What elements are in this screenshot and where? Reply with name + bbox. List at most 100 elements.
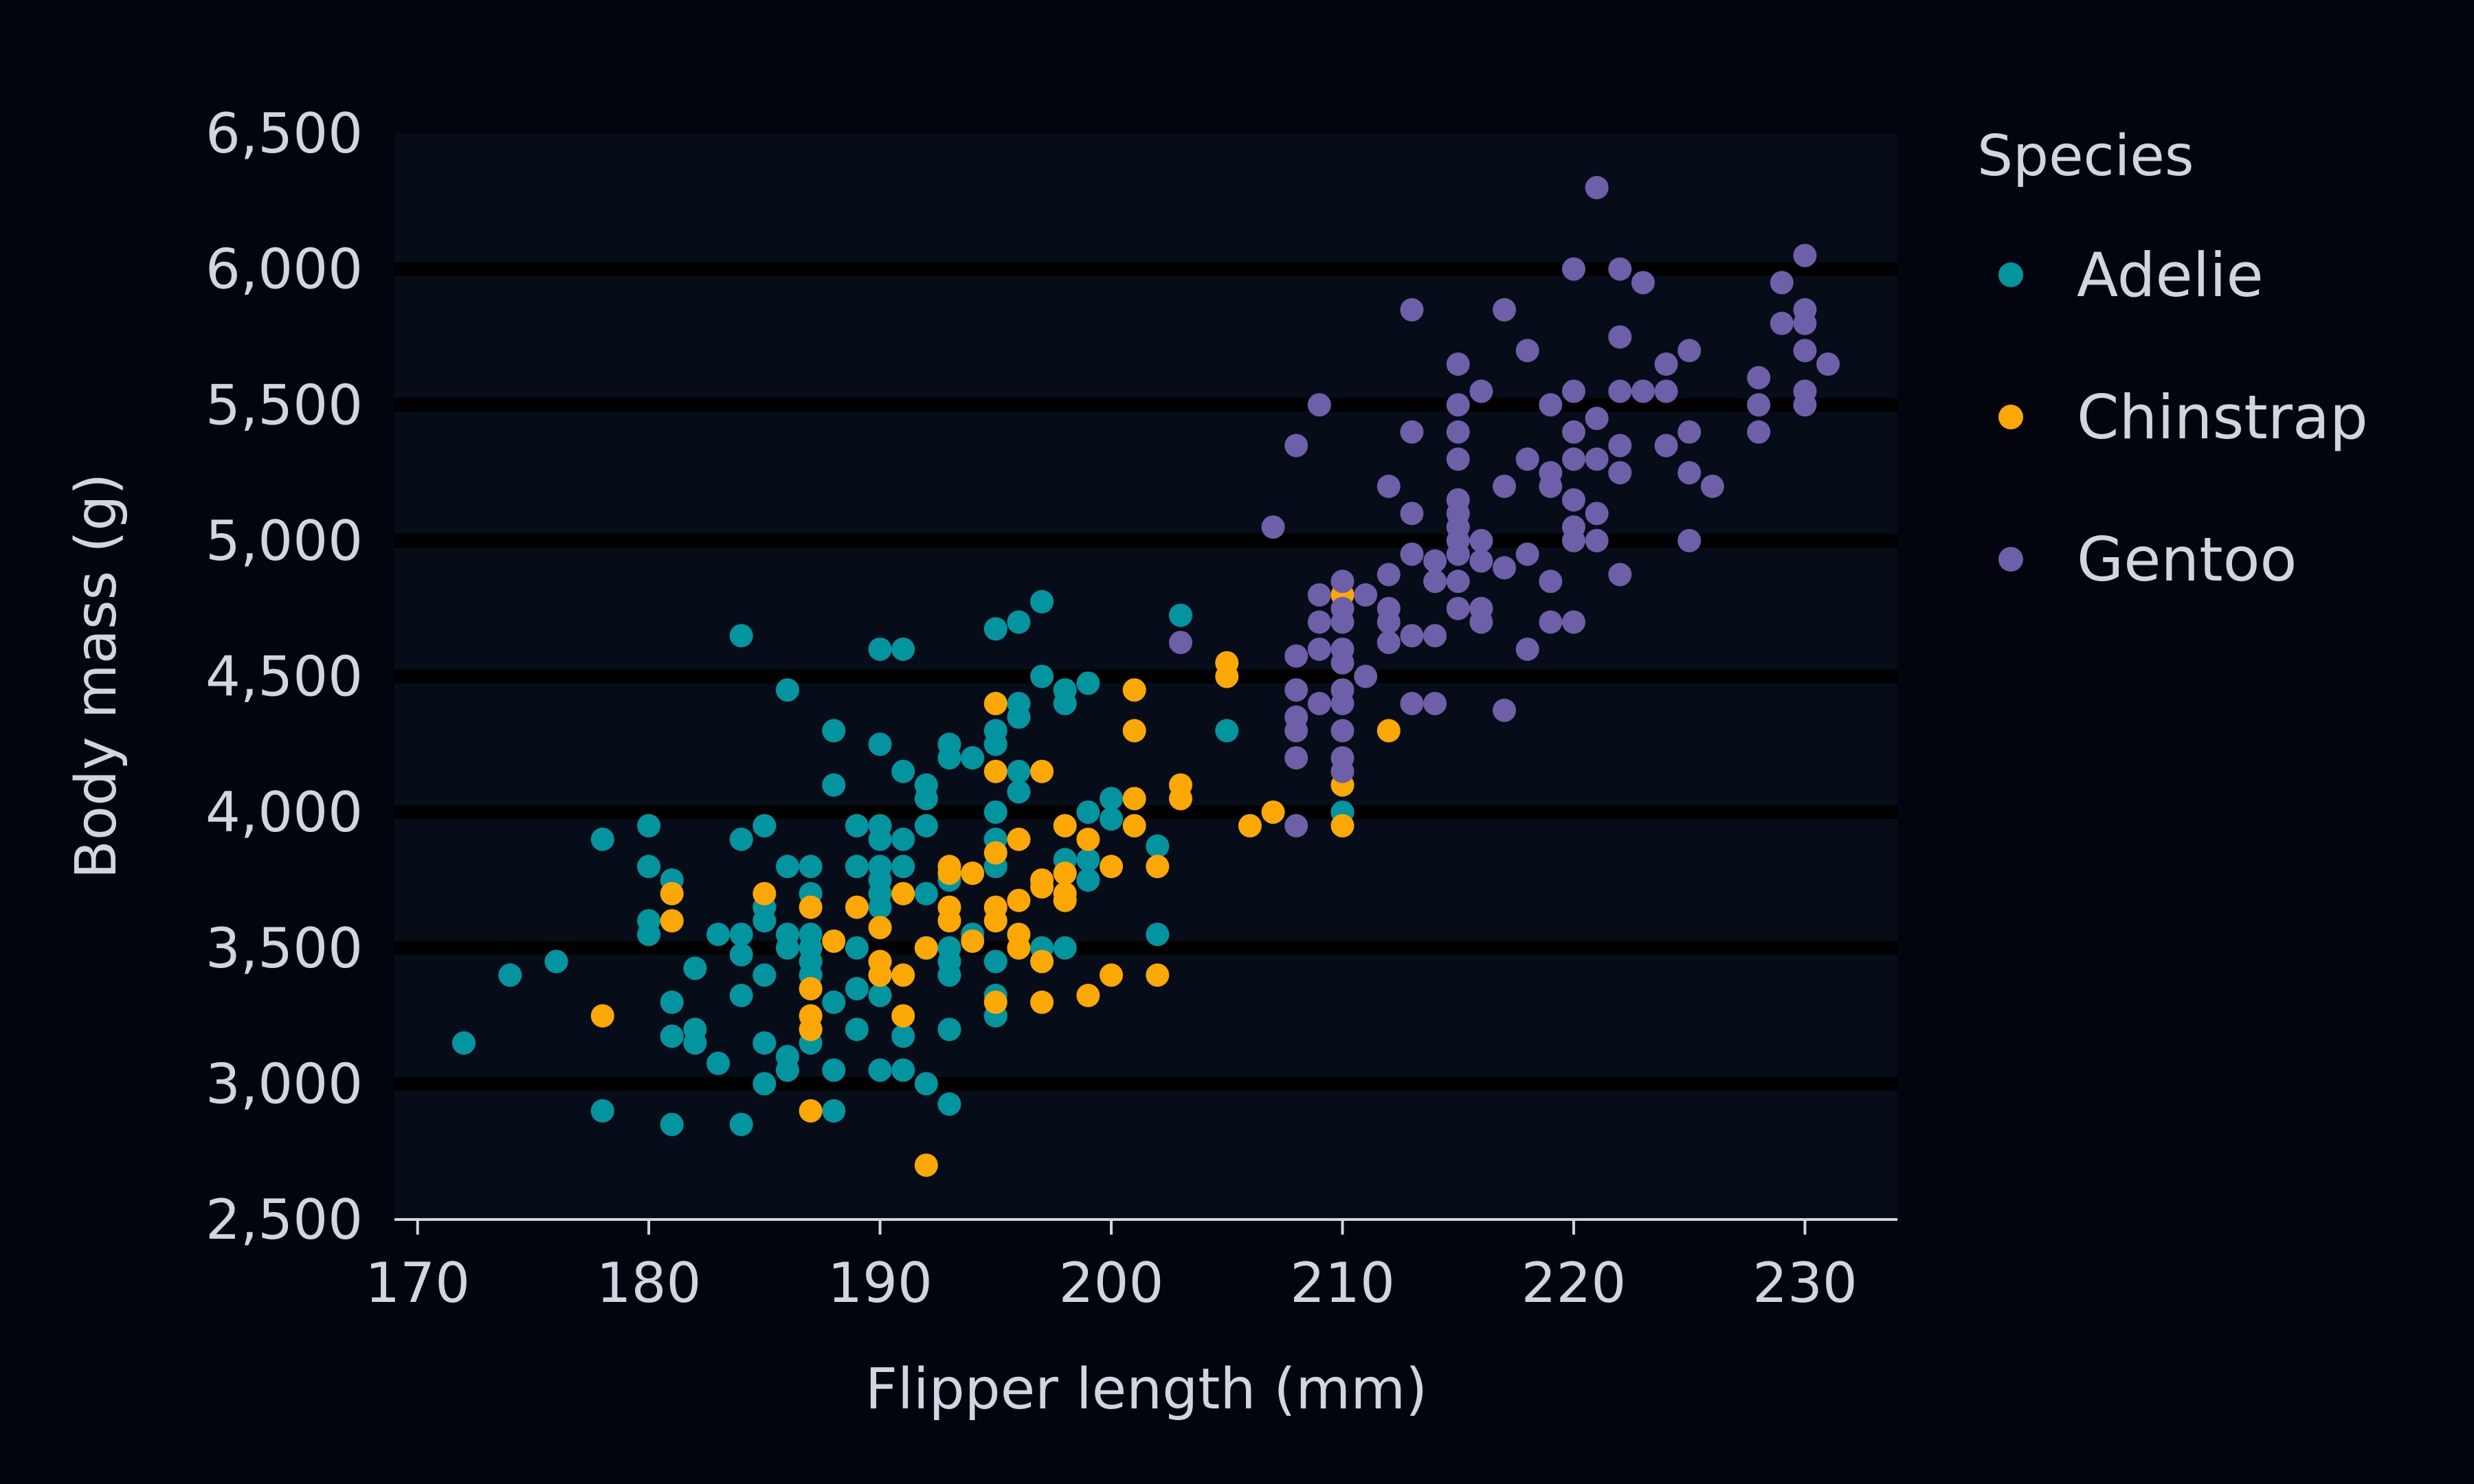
- data-point: [1354, 583, 1378, 607]
- data-point: [753, 909, 777, 933]
- data-point: [1377, 631, 1401, 655]
- data-point: [937, 746, 961, 770]
- data-point: [1330, 759, 1355, 783]
- data-point: [637, 922, 661, 946]
- y-tick-label: 5,500: [205, 373, 363, 437]
- data-point: [1585, 176, 1609, 200]
- data-point: [1030, 664, 1054, 688]
- data-point: [1515, 637, 1539, 661]
- data-point: [868, 637, 892, 661]
- data-point: [891, 1058, 915, 1082]
- data-point: [1007, 759, 1031, 783]
- data-point: [1446, 352, 1470, 376]
- data-point: [1515, 339, 1539, 363]
- data-point: [799, 895, 823, 919]
- data-point: [845, 895, 869, 919]
- data-point: [1030, 875, 1054, 899]
- data-point: [1770, 311, 1794, 335]
- data-point: [1654, 434, 1678, 458]
- data-point: [544, 949, 568, 974]
- data-point: [961, 746, 985, 770]
- data-point: [1377, 563, 1401, 587]
- data-point: [937, 909, 961, 933]
- data-point: [1446, 447, 1470, 471]
- data-point: [1678, 528, 1702, 552]
- data-point: [729, 1112, 753, 1136]
- data-point: [660, 1112, 684, 1136]
- data-point: [1122, 813, 1146, 837]
- data-point: [983, 800, 1007, 824]
- data-point: [590, 1004, 614, 1028]
- data-point: [1678, 461, 1702, 485]
- data-point: [753, 1031, 777, 1055]
- data-point: [891, 963, 915, 987]
- data-point: [1007, 888, 1031, 912]
- data-point: [729, 624, 753, 648]
- data-point: [1030, 589, 1054, 614]
- data-point: [1330, 651, 1355, 675]
- data-point: [1330, 610, 1355, 634]
- data-point: [914, 881, 938, 906]
- data-point: [1747, 420, 1771, 444]
- data-point: [961, 862, 985, 886]
- data-point: [1307, 583, 1331, 607]
- data-point: [1793, 243, 1817, 267]
- data-point: [1307, 610, 1331, 634]
- y-tick-label: 6,000: [205, 238, 363, 302]
- data-point: [775, 1058, 799, 1082]
- data-point: [1307, 393, 1331, 417]
- data-point: [983, 909, 1007, 933]
- data-point: [1100, 787, 1124, 811]
- data-point: [891, 855, 915, 879]
- data-point: [914, 936, 938, 960]
- data-point: [799, 855, 823, 879]
- data-point: [1608, 257, 1632, 281]
- series-adelie: [452, 589, 1355, 1136]
- data-point: [1284, 644, 1308, 668]
- data-point: [1400, 624, 1424, 648]
- data-points: [452, 176, 1840, 1177]
- data-point: [452, 1031, 476, 1055]
- data-point: [1631, 271, 1655, 295]
- data-point: [1608, 563, 1632, 587]
- data-point: [1053, 862, 1077, 886]
- data-point: [1261, 515, 1285, 539]
- data-point: [590, 1099, 614, 1123]
- data-point: [1423, 692, 1447, 716]
- x-tick-label: 180: [597, 1251, 702, 1315]
- data-point: [937, 862, 961, 886]
- data-point: [983, 949, 1007, 974]
- data-point: [1030, 759, 1054, 783]
- data-point: [1122, 719, 1146, 743]
- y-tick-label: 6,500: [205, 102, 363, 166]
- data-point: [1423, 624, 1447, 648]
- data-point: [822, 719, 846, 743]
- data-point: [1238, 813, 1262, 837]
- data-point: [1515, 542, 1539, 566]
- x-tick-label: 200: [1059, 1251, 1164, 1315]
- data-point: [1261, 800, 1285, 824]
- data-point: [1539, 474, 1563, 498]
- legend-marker: [1998, 262, 2023, 287]
- series-chinstrap: [590, 583, 1401, 1177]
- data-point: [1608, 434, 1632, 458]
- data-point: [1469, 549, 1493, 573]
- data-point: [1030, 990, 1054, 1014]
- data-point: [937, 1092, 961, 1116]
- data-point: [1146, 855, 1170, 879]
- data-point: [1423, 570, 1447, 594]
- data-point: [1076, 868, 1100, 892]
- data-point: [1007, 705, 1031, 729]
- data-point: [1469, 379, 1493, 403]
- data-point: [1539, 570, 1563, 594]
- data-point: [961, 929, 985, 953]
- data-point: [914, 813, 938, 837]
- data-point: [1793, 393, 1817, 417]
- data-point: [868, 983, 892, 1007]
- data-point: [868, 827, 892, 851]
- data-point: [1539, 393, 1563, 417]
- data-point: [706, 1051, 731, 1075]
- data-point: [753, 1072, 777, 1096]
- data-point: [1700, 474, 1724, 498]
